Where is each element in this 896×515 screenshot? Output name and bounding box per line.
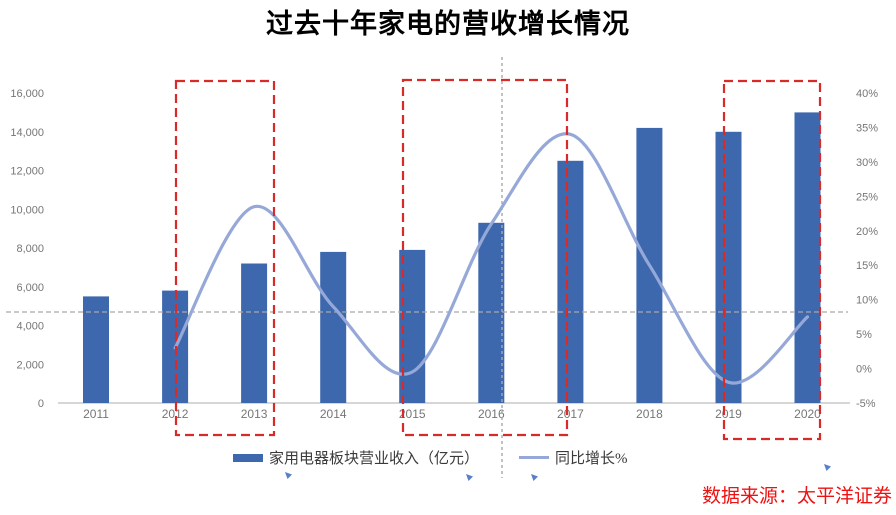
line-series-swatch (519, 456, 550, 459)
bar-2019[interactable] (715, 131, 742, 404)
y-axis-right-tick: 35% (856, 122, 878, 134)
y-axis-left-tick: 16,000 (10, 88, 44, 100)
y-axis-right-tick: 25% (856, 191, 878, 203)
x-axis-tick-2020: 2020 (794, 407, 821, 421)
bar-2020[interactable] (794, 112, 821, 404)
y-axis-left-tick: 8,000 (16, 243, 44, 255)
y-axis-right-tick: 20% (856, 226, 878, 238)
y-axis-left-tick: 10,000 (10, 204, 44, 216)
x-axis-tick-2012: 2012 (162, 407, 189, 421)
bar-series-swatch (233, 453, 263, 462)
legend-item-growth[interactable]: 同比增长% (519, 447, 628, 468)
y-axis-right-tick: 40% (856, 88, 878, 100)
x-axis-tick-2019: 2019 (715, 407, 742, 421)
bar-2016[interactable] (478, 222, 505, 403)
x-axis-tick-2013: 2013 (241, 407, 268, 421)
highlight-box-2012-2013[interactable] (174, 79, 276, 437)
y-axis-right-tick: 15% (856, 260, 878, 272)
y-axis-left-tick: 6,000 (16, 282, 44, 294)
y-axis-left-tick: 2,000 (16, 359, 44, 371)
selection-marker (824, 464, 831, 471)
x-axis-tick-2018: 2018 (636, 407, 663, 421)
y-axis-right-tick: 10% (856, 295, 878, 307)
y-axis-left-tick: 4,000 (16, 321, 44, 333)
y-axis-left-tick: 14,000 (10, 127, 44, 139)
y-axis-right-tick: 0% (856, 364, 872, 376)
legend-item-revenue[interactable]: 家用电器板块营业收入（亿元） (233, 447, 479, 468)
x-axis-tick-2017: 2017 (557, 407, 584, 421)
legend: 家用电器板块营业收入（亿元） 同比增长% (233, 447, 628, 468)
y-axis-right-tick: 5% (856, 329, 872, 341)
bar-2017[interactable] (557, 160, 584, 403)
highlight-box-2019-2020[interactable] (722, 79, 822, 441)
x-axis-tick-2014: 2014 (320, 407, 347, 421)
x-axis-tick-2011: 2011 (83, 407, 109, 421)
bar-2011[interactable] (83, 296, 109, 403)
data-source-note: 数据来源：太平洋证券 (701, 486, 892, 507)
legend-label-revenue: 家用电器板块营业收入（亿元） (269, 451, 480, 467)
bar-2014[interactable] (320, 251, 347, 403)
x-axis-tick-2015: 2015 (399, 407, 426, 421)
selection-marker (466, 474, 473, 481)
selection-marker (531, 474, 538, 481)
growth-line[interactable] (173, 132, 810, 385)
x-axis-tick-2016: 2016 (478, 407, 505, 421)
chart-title: 过去十年家电的营收增长情况 (266, 9, 630, 39)
y-axis-right-tick: 30% (856, 157, 878, 169)
legend-label-growth: 同比增长% (555, 451, 628, 467)
highlight-box-2015-2017[interactable] (401, 78, 569, 437)
selection-marker (285, 472, 292, 479)
y-axis-left-tick: 0 (38, 398, 44, 410)
bar-2013[interactable] (241, 263, 268, 404)
y-axis-right-tick: -5% (856, 398, 876, 410)
y-axis-left-tick: 12,000 (10, 166, 44, 178)
